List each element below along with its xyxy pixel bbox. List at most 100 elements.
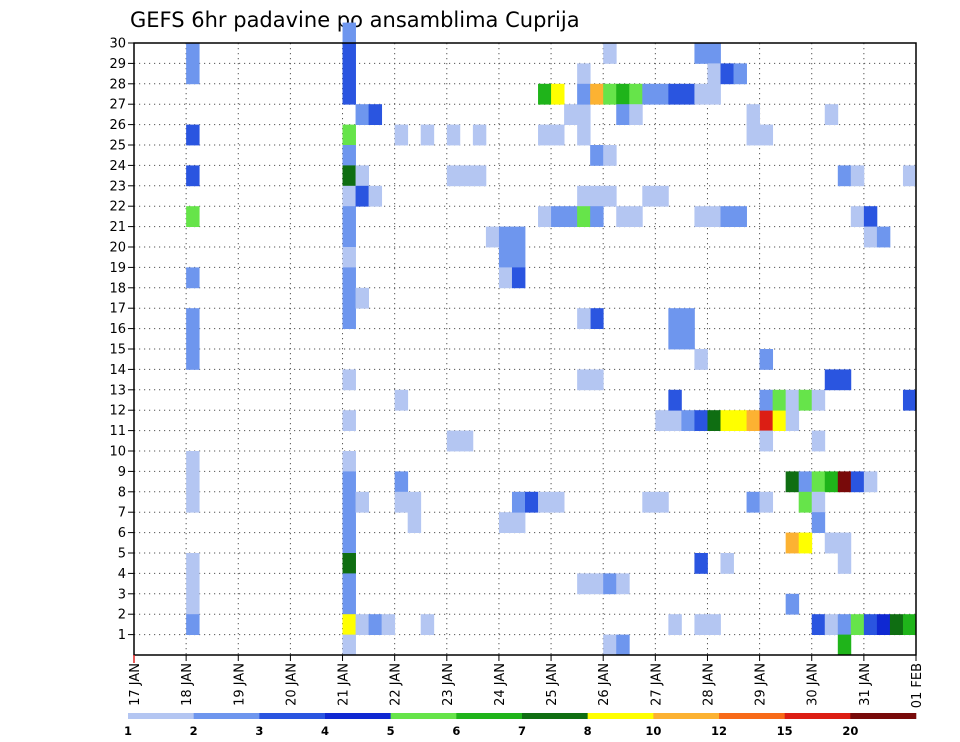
heatmap-cell (785, 471, 800, 493)
y-tick-label: 18 (109, 281, 126, 296)
heatmap-cell (342, 226, 356, 248)
heatmap-cell (850, 206, 865, 227)
heatmap-cell (603, 573, 617, 595)
legend-label: 5 (387, 724, 395, 738)
heatmap-cell (590, 369, 604, 391)
heatmap-cell (811, 614, 826, 635)
y-tick-label: 12 (109, 404, 126, 419)
x-tick-label: 23 JAN (441, 663, 456, 706)
heatmap-cell (472, 124, 487, 146)
y-tick-label: 10 (109, 445, 126, 460)
heatmap-cell (590, 308, 604, 329)
legend-swatch (259, 713, 326, 719)
heatmap-cell (720, 553, 734, 574)
heatmap-cell (772, 410, 787, 431)
heatmap-cell (368, 614, 383, 635)
heatmap-cell (863, 226, 878, 248)
legend-swatch (850, 713, 917, 719)
heatmap-cell (590, 185, 604, 207)
heatmap-cell (394, 124, 409, 146)
legend-label: 2 (190, 724, 198, 738)
heatmap-cell (902, 389, 917, 411)
heatmap-cell (186, 614, 200, 635)
heatmap-cell (355, 287, 369, 309)
heatmap-cell (759, 491, 774, 513)
heatmap-cell (420, 614, 435, 635)
y-tick-label: 5 (118, 547, 126, 562)
heatmap-cell (655, 410, 669, 431)
heatmap-cell (498, 226, 513, 248)
x-axis-ticks: 17 JAN 18 JAN 19 JAN 20 JAN 21 JAN 22 JAN 23 J… (128, 655, 925, 708)
heatmap-cell (850, 165, 865, 187)
heatmap-cell (655, 491, 669, 513)
heatmap-cell (342, 206, 356, 227)
heatmap-cell (446, 430, 461, 452)
heatmap-cell (590, 145, 604, 166)
y-tick-label: 2 (118, 608, 126, 623)
legend-label: 4 (321, 724, 329, 738)
y-tick-label: 8 (118, 485, 126, 500)
x-tick-label: 17 JAN (128, 663, 143, 706)
heatmap-cell (577, 104, 591, 125)
heatmap-cell (498, 247, 513, 268)
heatmap-cell (733, 63, 747, 85)
heatmap-cell (342, 43, 356, 64)
legend-swatch (456, 713, 523, 719)
heatmap-cell (381, 614, 396, 635)
heatmap-cell (837, 532, 852, 554)
heatmap-cell (342, 308, 356, 329)
heatmap-cell (616, 83, 630, 105)
heatmap-cell (733, 410, 747, 431)
heatmap-cell (876, 226, 891, 248)
legend-swatch (193, 713, 260, 719)
legend-swatch (128, 713, 194, 719)
y-tick-label: 27 (109, 98, 126, 113)
y-tick-label: 9 (118, 465, 126, 480)
heatmap-cell (785, 593, 800, 615)
y-tick-label: 23 (109, 179, 126, 194)
heatmap-cell (824, 369, 839, 391)
heatmap-cell (186, 328, 200, 350)
y-tick-label: 17 (109, 302, 126, 317)
heatmap-cell (811, 389, 826, 411)
y-tick-label: 20 (109, 241, 126, 256)
heatmap-cell (342, 145, 356, 166)
legend-swatch (587, 713, 654, 719)
heatmap-cell (394, 389, 409, 411)
heatmap-cell (811, 430, 826, 452)
heatmap-cell (837, 471, 852, 493)
heatmap-cell (459, 430, 474, 452)
y-tick-label: 21 (109, 220, 126, 235)
legend-swatch (719, 713, 785, 719)
heatmap-cell (551, 491, 565, 513)
heatmap-cell (837, 614, 852, 635)
heatmap-cell (668, 389, 682, 411)
heatmap-cell (355, 614, 369, 635)
heatmap-cell (759, 389, 774, 411)
heatmap-cell (694, 349, 708, 370)
heatmap-cell (746, 410, 760, 431)
heatmap-cell (850, 614, 865, 635)
heatmap-cell (342, 63, 356, 85)
legend-label: 1 (124, 724, 132, 738)
heatmap-cell (850, 471, 865, 493)
heatmap-cell (642, 185, 656, 207)
heatmap-cell (186, 124, 200, 146)
heatmap-cell (681, 308, 695, 329)
heatmap-cell (746, 124, 760, 146)
heatmap-cell (342, 593, 356, 615)
heatmap-cell (577, 206, 591, 227)
x-tick-label: 30 JAN (806, 663, 821, 706)
heatmap-cell (342, 22, 356, 44)
heatmap-cell (707, 410, 721, 431)
heatmap-cell (772, 389, 787, 411)
heatmap-cell (785, 532, 800, 554)
x-tick-label: 27 JAN (649, 663, 664, 706)
heatmap-cell (186, 471, 200, 493)
y-tick-label: 30 (109, 37, 126, 52)
y-tick-label: 22 (109, 200, 126, 215)
heatmap-cell (459, 165, 474, 187)
heatmap-cell (577, 124, 591, 146)
legend-label: 10 (645, 724, 661, 738)
legend-swatch (325, 713, 391, 719)
